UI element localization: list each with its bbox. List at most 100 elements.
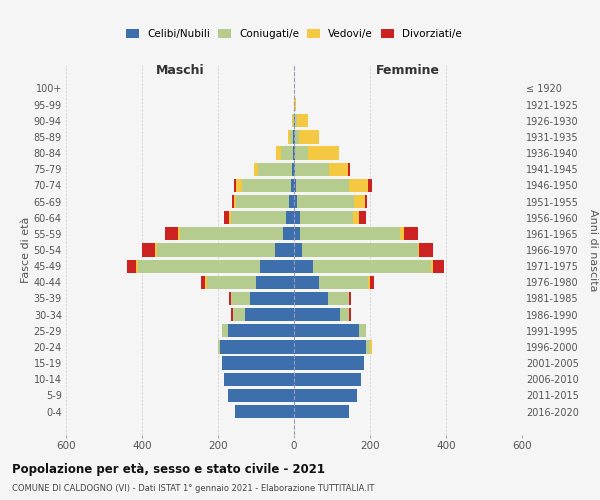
Bar bbox=[236, 179, 242, 192]
Y-axis label: Anni di nascita: Anni di nascita bbox=[589, 209, 598, 291]
Bar bbox=[294, 244, 302, 256]
Bar bbox=[419, 244, 433, 256]
Bar bbox=[328, 292, 349, 305]
Bar bbox=[319, 276, 368, 289]
Bar bbox=[224, 372, 294, 386]
Bar bbox=[276, 146, 281, 160]
Bar bbox=[227, 324, 294, 338]
Bar bbox=[155, 244, 157, 256]
Bar bbox=[233, 308, 245, 321]
Bar bbox=[222, 324, 227, 338]
Bar bbox=[294, 389, 356, 402]
Bar bbox=[295, 146, 308, 160]
Bar bbox=[431, 260, 433, 273]
Bar bbox=[297, 195, 354, 208]
Bar bbox=[232, 292, 250, 305]
Bar bbox=[178, 227, 180, 240]
Bar bbox=[294, 292, 328, 305]
Bar bbox=[224, 211, 229, 224]
Text: Femmine: Femmine bbox=[376, 64, 440, 77]
Bar bbox=[294, 114, 295, 128]
Bar bbox=[283, 227, 294, 240]
Bar bbox=[296, 114, 308, 128]
Bar bbox=[235, 195, 236, 208]
Bar bbox=[294, 405, 349, 418]
Bar bbox=[294, 162, 295, 176]
Bar bbox=[286, 211, 294, 224]
Bar bbox=[353, 211, 359, 224]
Bar bbox=[236, 195, 289, 208]
Bar bbox=[349, 162, 350, 176]
Bar bbox=[290, 130, 293, 143]
Bar bbox=[256, 276, 294, 289]
Text: Maschi: Maschi bbox=[155, 64, 205, 77]
Bar bbox=[293, 146, 294, 160]
Bar bbox=[294, 227, 300, 240]
Bar bbox=[433, 260, 444, 273]
Bar bbox=[242, 179, 291, 192]
Bar bbox=[340, 308, 349, 321]
Bar bbox=[294, 195, 297, 208]
Bar bbox=[299, 130, 319, 143]
Bar bbox=[220, 340, 294, 353]
Bar bbox=[294, 146, 295, 160]
Bar bbox=[165, 227, 178, 240]
Bar bbox=[294, 308, 340, 321]
Bar bbox=[354, 195, 365, 208]
Bar bbox=[258, 162, 292, 176]
Bar bbox=[232, 308, 233, 321]
Bar bbox=[142, 244, 155, 256]
Bar bbox=[291, 179, 294, 192]
Bar bbox=[295, 114, 296, 128]
Bar bbox=[180, 227, 283, 240]
Bar bbox=[294, 340, 366, 353]
Bar bbox=[289, 130, 290, 143]
Bar bbox=[294, 211, 300, 224]
Bar bbox=[349, 308, 351, 321]
Bar bbox=[227, 389, 294, 402]
Bar bbox=[234, 179, 236, 192]
Bar bbox=[366, 340, 370, 353]
Bar bbox=[349, 179, 368, 192]
Bar bbox=[370, 340, 372, 353]
Bar bbox=[229, 211, 232, 224]
Bar bbox=[292, 114, 293, 128]
Bar bbox=[329, 162, 349, 176]
Bar bbox=[292, 162, 294, 176]
Text: COMUNE DI CALDOGNO (VI) - Dati ISTAT 1° gennaio 2021 - Elaborazione TUTTITALIA.I: COMUNE DI CALDOGNO (VI) - Dati ISTAT 1° … bbox=[12, 484, 374, 493]
Bar bbox=[302, 244, 418, 256]
Text: Popolazione per età, sesso e stato civile - 2021: Popolazione per età, sesso e stato civil… bbox=[12, 462, 325, 475]
Bar bbox=[404, 227, 418, 240]
Y-axis label: Fasce di età: Fasce di età bbox=[20, 217, 31, 283]
Bar bbox=[235, 405, 294, 418]
Bar bbox=[293, 130, 294, 143]
Bar bbox=[254, 162, 258, 176]
Bar bbox=[260, 260, 294, 273]
Bar bbox=[206, 276, 256, 289]
Bar bbox=[127, 260, 136, 273]
Bar bbox=[349, 292, 351, 305]
Bar bbox=[245, 308, 294, 321]
Bar bbox=[400, 227, 404, 240]
Bar bbox=[294, 324, 359, 338]
Bar bbox=[294, 372, 361, 386]
Bar bbox=[365, 195, 367, 208]
Bar bbox=[418, 244, 419, 256]
Bar bbox=[368, 276, 370, 289]
Bar bbox=[294, 276, 319, 289]
Bar bbox=[250, 292, 294, 305]
Bar bbox=[300, 227, 400, 240]
Bar bbox=[296, 179, 349, 192]
Bar bbox=[294, 130, 295, 143]
Bar bbox=[293, 114, 294, 128]
Bar bbox=[275, 244, 294, 256]
Bar bbox=[136, 260, 138, 273]
Bar bbox=[294, 356, 364, 370]
Bar bbox=[294, 179, 296, 192]
Legend: Celibi/Nubili, Coniugati/e, Vedovi/e, Divorziati/e: Celibi/Nubili, Coniugati/e, Vedovi/e, Di… bbox=[123, 26, 465, 42]
Bar bbox=[308, 146, 339, 160]
Bar bbox=[201, 276, 205, 289]
Bar bbox=[300, 211, 353, 224]
Bar bbox=[368, 179, 372, 192]
Bar bbox=[218, 340, 220, 353]
